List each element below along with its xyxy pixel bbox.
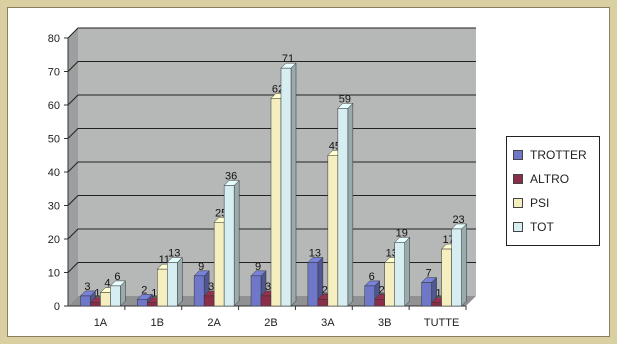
data-label: 59 — [339, 93, 351, 105]
data-label: 6 — [114, 271, 120, 283]
legend-item-trotter: TROTTER — [513, 143, 593, 167]
y-tick-label: 0 — [54, 301, 60, 313]
data-label: 13 — [309, 247, 321, 259]
chart-legend: TROTTER ALTRO PSI TOT — [506, 136, 600, 246]
legend-swatch-tot — [513, 222, 523, 232]
y-tick-label: 40 — [48, 167, 60, 179]
data-label: 3 — [208, 281, 214, 293]
y-tick-label: 10 — [48, 268, 60, 280]
gridline — [67, 94, 476, 106]
legend-label-altro: ALTRO — [530, 172, 570, 186]
bar-trotter-2b — [250, 275, 262, 307]
bar-altro-2a — [203, 295, 215, 307]
x-tick-label: TUTTE — [424, 317, 459, 329]
data-label: 23 — [452, 214, 464, 226]
data-label: 36 — [225, 170, 237, 182]
data-label: 7 — [426, 268, 432, 280]
bar-psi-2b — [270, 98, 282, 307]
bar-tot-2b — [280, 67, 292, 307]
legend-label-trotter: TROTTER — [530, 148, 587, 162]
x-tick-label: 2A — [207, 317, 221, 329]
bar-psi-3a — [327, 155, 339, 307]
data-label: 71 — [282, 53, 294, 65]
bar-psi-tutte — [441, 248, 452, 307]
bar-trotter-1a — [80, 295, 91, 307]
x-tick-label: 1B — [151, 317, 164, 329]
gridline — [67, 27, 476, 39]
bar-altro-3b — [374, 299, 385, 307]
x-tick-label: 1A — [94, 317, 108, 329]
data-label: 2 — [379, 284, 385, 296]
bar-trotter-3b — [364, 285, 375, 307]
data-label: 3 — [84, 281, 90, 293]
bar-trotter-3a — [307, 262, 319, 307]
data-label: 19 — [396, 227, 408, 239]
data-label: 2 — [141, 284, 147, 296]
bar-psi-2a — [213, 222, 225, 307]
bar-psi-3b — [384, 262, 395, 307]
data-label: 9 — [255, 261, 261, 273]
y-tick-label: 50 — [48, 134, 60, 146]
chart-panel: 0 10 20 30 40 50 60 70 80 3 1 4 6 1A 2 1 11 13 1B 9 3 25 36 2A 9… — [7, 7, 610, 337]
bar-side — [461, 223, 467, 307]
bar-tot-1a — [110, 285, 121, 307]
legend-label-tot: TOT — [530, 220, 554, 234]
bar-altro-3a — [317, 299, 329, 307]
data-label: 1 — [436, 288, 442, 300]
bar-trotter-tutte — [421, 282, 432, 307]
legend-item-altro: ALTRO — [513, 167, 593, 191]
bar-trotter-2a — [193, 275, 205, 307]
legend-swatch-trotter — [513, 150, 523, 160]
bar-altro-1b — [147, 302, 158, 307]
data-label: 1 — [151, 288, 157, 300]
legend-item-psi: PSI — [513, 191, 593, 215]
bar-side — [290, 62, 297, 307]
bar-side — [177, 256, 183, 307]
x-tick-label: 3B — [378, 317, 391, 329]
data-label: 9 — [198, 261, 204, 273]
bar-altro-tutte — [431, 302, 442, 307]
y-tick-label: 60 — [48, 100, 60, 112]
legend-label-psi: PSI — [530, 196, 550, 210]
bar-trotter-1b — [137, 299, 148, 307]
data-label: 11 — [159, 254, 170, 266]
y-tick-label: 30 — [48, 201, 60, 213]
data-label: 2 — [322, 284, 328, 296]
bar-psi-1b — [157, 268, 168, 307]
gridline — [67, 61, 476, 72]
legend-swatch-altro — [513, 174, 523, 184]
bar-tot-tutte — [451, 228, 462, 307]
bar-side — [347, 102, 354, 307]
bar-tot-2a — [223, 185, 235, 307]
y-tick-label: 20 — [48, 234, 60, 246]
data-label: 6 — [369, 271, 375, 283]
bar-tot-3a — [337, 108, 349, 307]
bar-side — [404, 236, 410, 307]
bar-tot-3b — [394, 242, 405, 307]
bar-side — [233, 179, 240, 307]
y-tick-label: 80 — [48, 33, 60, 45]
x-tick-label: 2B — [264, 317, 277, 329]
bar-altro-2b — [260, 295, 272, 307]
bar-tot-1b — [167, 262, 178, 307]
data-label: 13 — [168, 247, 180, 259]
data-label: 3 — [265, 281, 271, 293]
data-label: 1 — [94, 288, 100, 300]
x-tick-label: 3A — [321, 317, 335, 329]
bar-altro-1a — [90, 302, 101, 307]
data-label: 4 — [104, 278, 110, 290]
legend-swatch-psi — [513, 198, 523, 208]
legend-item-tot: TOT — [513, 215, 593, 239]
y-tick-label: 70 — [48, 67, 60, 79]
bar-psi-1a — [100, 292, 111, 307]
